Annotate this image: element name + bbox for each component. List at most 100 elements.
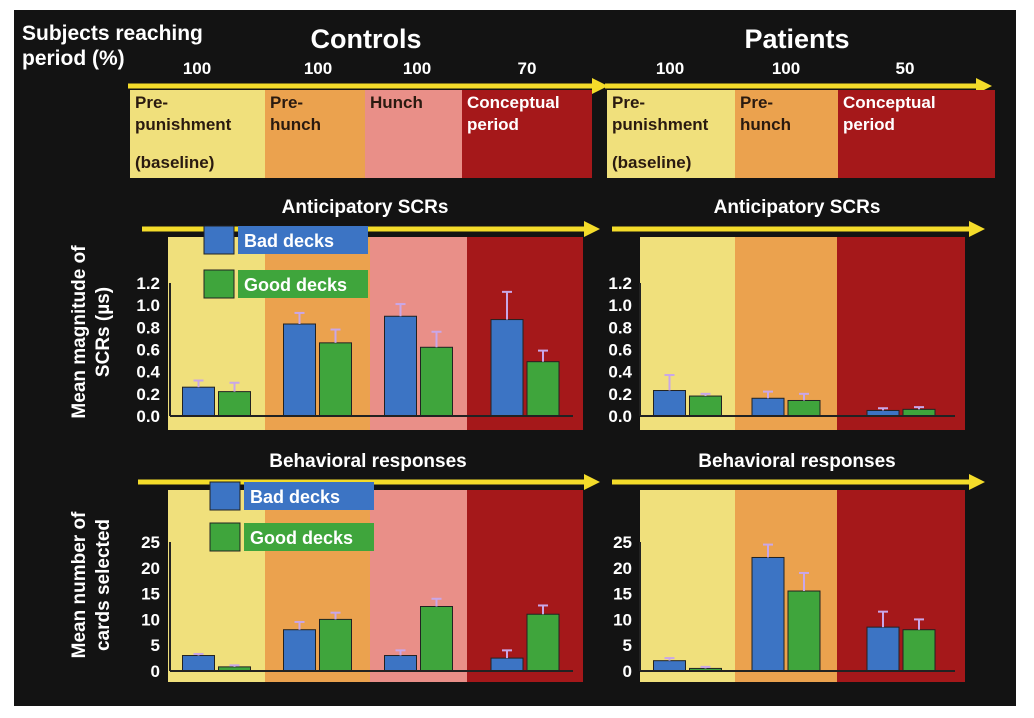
scr-patients-period-bg-1: [735, 237, 837, 430]
beh-controls-legend-swatch-bad: [209, 481, 241, 511]
scr-controls-y-label-line2: SCRs (µs): [93, 287, 114, 377]
scr-controls-title: Anticipatory SCRs: [282, 197, 449, 218]
beh-patients-y-tick-label-5: 25: [613, 533, 632, 552]
beh-controls-period-bg-3: [467, 490, 583, 682]
controls-period-block-1: [265, 90, 365, 178]
controls-period-label-1-0: Pre-: [270, 93, 303, 112]
controls-period-block-2: [365, 90, 462, 178]
scr-controls-legend-label-good: Good decks: [244, 275, 347, 295]
controls-period-label-1-1: hunch: [270, 115, 321, 134]
beh-patients-y-tick-label-1: 5: [623, 636, 632, 655]
beh-patients-bar-good-2: [902, 629, 936, 672]
beh-patients-bar-good-1: [787, 590, 821, 672]
controls-percentage-3: 70: [518, 59, 537, 78]
beh-controls-y-label-line2: cards selected: [93, 519, 114, 651]
scr-patients-bar-bad-1: [751, 397, 785, 417]
beh-controls-period-bg-0: [168, 490, 265, 682]
subjects-label-line2: period (%): [22, 47, 125, 70]
scr-controls-legend-label-bad: Bad decks: [244, 231, 334, 251]
beh-controls-y-tick-label-4: 20: [141, 559, 160, 578]
scr-patients-bar-good-0: [689, 395, 722, 417]
beh-controls-bar-good-1: [319, 618, 352, 672]
beh-controls-legend-swatch-good: [209, 522, 241, 552]
beh-controls-legend-label-bad: Bad decks: [250, 487, 340, 507]
beh-controls-legend-label-bg-good: [244, 523, 374, 551]
patients-period-label-2-0: Conceptual: [843, 93, 936, 112]
scr-patients-y-tick-label-0: 0.0: [608, 407, 632, 426]
beh-patients-y-tick-label-4: 20: [613, 559, 632, 578]
patients-period-label-2-1: period: [843, 115, 895, 134]
scr-controls-legend-swatch-good: [203, 269, 235, 299]
scr-controls-bar-good-2: [420, 346, 453, 417]
beh-controls-period-bg-1: [265, 490, 370, 682]
scr-controls-arrow-head: [584, 221, 600, 237]
beh-controls-title: Behavioral responses: [269, 451, 466, 472]
scr-controls-y-tick-label-1: 0.2: [136, 385, 160, 404]
controls-percentage-2: 100: [403, 59, 431, 78]
beh-controls-y-tick-label-1: 5: [151, 636, 160, 655]
subjects-label-line1: Subjects reaching: [22, 22, 203, 45]
beh-patients-period-bg-2: [837, 490, 965, 682]
scr-patients-bar-bad-0: [653, 390, 686, 417]
beh-controls-bar-good-3: [526, 613, 560, 672]
controls-period-arrow-head: [592, 78, 608, 94]
beh-controls-legend-label-bg-bad: [244, 482, 374, 510]
controls-title: Controls: [311, 24, 422, 54]
controls-period-block-0: [130, 90, 265, 178]
patients-period-block-1: [735, 90, 838, 178]
beh-patients-y-tick-label-0: 0: [623, 662, 632, 681]
patients-period-label-0-0: Pre-: [612, 93, 645, 112]
beh-patients-bar-bad-0: [653, 660, 686, 672]
controls-period-label-3-0: Conceptual: [467, 93, 560, 112]
controls-period-block-3: [462, 90, 592, 178]
scr-controls-legend-label-bg-bad: [238, 226, 368, 254]
controls-period-label-0-1: punishment: [135, 115, 232, 134]
scr-controls-period-bg-1: [265, 237, 370, 430]
controls-period-label-0-0: Pre-: [135, 93, 168, 112]
patients-period-block-2: [838, 90, 995, 178]
scr-controls-bar-good-1: [319, 342, 352, 417]
scr-controls-bar-good-0: [218, 391, 251, 417]
controls-period-label-0-2: (baseline): [135, 153, 214, 172]
scr-controls-bar-bad-1: [283, 323, 316, 417]
patients-period-label-1-0: Pre-: [740, 93, 773, 112]
scr-controls-y-tick-label-2: 0.4: [136, 363, 160, 382]
scr-controls-bar-bad-2: [384, 315, 417, 417]
beh-patients-period-bg-1: [735, 490, 837, 682]
scr-controls-y-tick-label-0: 0.0: [136, 407, 160, 426]
beh-controls-bar-good-2: [420, 606, 453, 672]
controls-percentage-0: 100: [183, 59, 211, 78]
beh-controls-bar-bad-2: [384, 655, 417, 672]
beh-controls-arrow-head: [584, 474, 600, 490]
beh-patients-bar-bad-1: [751, 556, 785, 672]
beh-controls-y-tick-label-3: 15: [141, 585, 160, 604]
patients-period-label-1-1: hunch: [740, 115, 791, 134]
scr-controls-y-tick-label-3: 0.6: [136, 341, 160, 360]
patients-percentage-2: 50: [896, 59, 915, 78]
beh-patients-title: Behavioral responses: [698, 451, 895, 472]
beh-controls-y-tick-label-2: 10: [141, 610, 160, 629]
scr-patients-y-tick-label-1: 0.2: [608, 385, 632, 404]
beh-patients-period-bg-0: [640, 490, 735, 682]
controls-period-label-3-1: period: [467, 115, 519, 134]
scr-controls-y-tick-label-4: 0.8: [136, 318, 160, 337]
beh-controls-bar-bad-0: [182, 655, 215, 672]
controls-period-label-2-0: Hunch: [370, 93, 423, 112]
patients-title: Patients: [744, 24, 849, 54]
scr-patients-period-bg-2: [837, 237, 965, 430]
scr-patients-bar-good-1: [787, 399, 821, 417]
scr-patients-y-tick-label-2: 0.4: [608, 363, 632, 382]
patients-percentage-1: 100: [772, 59, 800, 78]
patients-period-label-0-2: (baseline): [612, 153, 691, 172]
beh-controls-y-tick-label-0: 0: [151, 662, 160, 681]
scr-patients-y-tick-label-4: 0.8: [608, 318, 632, 337]
scr-controls-y-tick-label-5: 1.0: [136, 296, 160, 315]
beh-controls-y-tick-label-5: 25: [141, 533, 160, 552]
scr-patients-y-tick-label-3: 0.6: [608, 341, 632, 360]
scr-controls-y-tick-label-6: 1.2: [136, 274, 160, 293]
beh-patients-bar-bad-2: [866, 626, 900, 672]
patients-percentage-0: 100: [656, 59, 684, 78]
scr-patients-y-tick-label-5: 1.0: [608, 296, 632, 315]
patients-period-label-0-1: punishment: [612, 115, 709, 134]
